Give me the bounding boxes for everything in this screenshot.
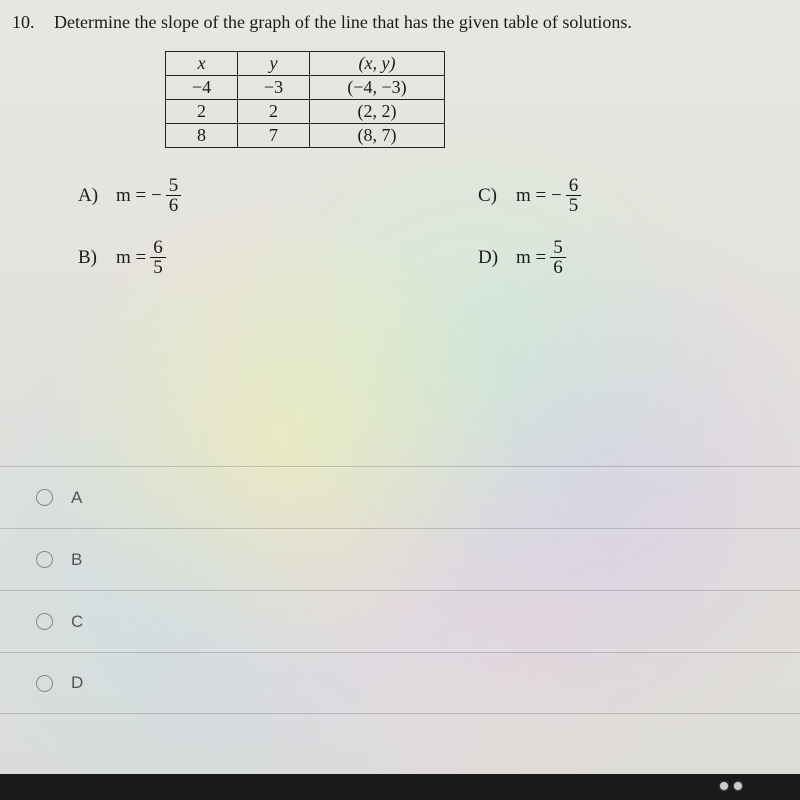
fraction-numerator: 5 (550, 238, 566, 258)
cell-y: 7 (238, 124, 310, 148)
radio-icon[interactable] (36, 551, 53, 568)
cell-x: 2 (166, 100, 238, 124)
question-row: 10. Determine the slope of the graph of … (0, 0, 800, 33)
cell-x: 8 (166, 124, 238, 148)
table-row: 8 7 (8, 7) (166, 124, 445, 148)
answer-D: D) m = 5 6 (478, 238, 566, 277)
fraction-denominator: 5 (566, 196, 582, 215)
fraction: 5 6 (166, 176, 182, 215)
answer-prefix: m = (516, 247, 546, 269)
question-text: Determine the slope of the graph of the … (54, 12, 632, 33)
dot-icon (734, 782, 742, 790)
answer-prefix: m = (116, 247, 146, 269)
answer-expression: m = − 5 6 (116, 176, 181, 215)
radio-icon[interactable] (36, 489, 53, 506)
col-header-y: y (238, 52, 310, 76)
page: 10. Determine the slope of the graph of … (0, 0, 800, 800)
cell-x: −4 (166, 76, 238, 100)
solutions-table-wrap: x y (x, y) −4 −3 (−4, −3) 2 2 (2, 2) 8 7… (165, 51, 800, 148)
fraction-numerator: 6 (566, 176, 582, 196)
cell-xy: (8, 7) (310, 124, 445, 148)
answer-A: A) m = − 5 6 (78, 176, 181, 215)
answer-C: C) m = − 6 5 (478, 176, 581, 215)
answer-letter: A) (78, 185, 102, 207)
answer-prefix: m = − (516, 185, 562, 207)
question-number: 10. (12, 12, 40, 33)
answer-expression: m = 6 5 (116, 238, 166, 277)
fraction: 6 5 (566, 176, 582, 215)
choice-row-B[interactable]: B (0, 528, 800, 590)
fraction-numerator: 5 (166, 176, 182, 196)
choice-row-D[interactable]: D (0, 652, 800, 714)
cell-y: 2 (238, 100, 310, 124)
col-header-x: x (166, 52, 238, 76)
radio-icon[interactable] (36, 613, 53, 630)
col-header-xy: (x, y) (310, 52, 445, 76)
answer-expression: m = − 6 5 (516, 176, 581, 215)
fraction-denominator: 6 (166, 196, 182, 215)
table-header-row: x y (x, y) (166, 52, 445, 76)
radio-choice-list: A B C D (0, 466, 800, 714)
cell-xy: (−4, −3) (310, 76, 445, 100)
answer-B: B) m = 6 5 (78, 238, 166, 277)
fraction-denominator: 6 (550, 258, 566, 277)
cell-xy: (2, 2) (310, 100, 445, 124)
fraction-numerator: 6 (150, 238, 166, 258)
radio-icon[interactable] (36, 675, 53, 692)
choice-label: C (71, 612, 83, 632)
choice-label: B (71, 550, 82, 570)
fraction: 5 6 (550, 238, 566, 277)
choice-label: A (71, 488, 82, 508)
answer-letter: D) (478, 247, 502, 269)
fraction: 6 5 (150, 238, 166, 277)
table-row: 2 2 (2, 2) (166, 100, 445, 124)
fraction-denominator: 5 (150, 258, 166, 277)
cell-y: −3 (238, 76, 310, 100)
solutions-table: x y (x, y) −4 −3 (−4, −3) 2 2 (2, 2) 8 7… (165, 51, 445, 148)
device-bottom-bar (0, 774, 800, 800)
answer-letter: C) (478, 185, 502, 207)
answer-choices-math: A) m = − 5 6 B) m = 6 5 C) m = (0, 176, 800, 326)
answer-prefix: m = − (116, 185, 162, 207)
table-row: −4 −3 (−4, −3) (166, 76, 445, 100)
answer-letter: B) (78, 247, 102, 269)
choice-row-A[interactable]: A (0, 466, 800, 528)
dot-icon (720, 782, 728, 790)
choice-label: D (71, 673, 83, 693)
answer-expression: m = 5 6 (516, 238, 566, 277)
choice-row-C[interactable]: C (0, 590, 800, 652)
device-indicator-dots (720, 782, 760, 792)
